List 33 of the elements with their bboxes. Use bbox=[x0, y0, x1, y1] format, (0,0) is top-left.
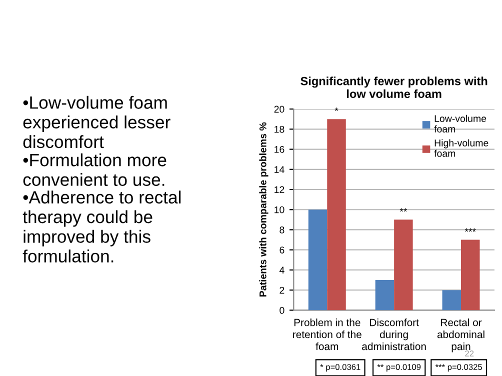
text: •Adherence to rectal therapy could be improved by this formulation. bbox=[22, 190, 181, 262]
y-tick-label: 4 bbox=[279, 266, 284, 274]
y-tick-label: 0 bbox=[280, 306, 284, 314]
text: *** p=0.0325 bbox=[435, 364, 482, 372]
bar bbox=[461, 240, 480, 310]
y-tick-label: 14 bbox=[274, 166, 284, 173]
text: 22 bbox=[465, 350, 474, 356]
y-tick-label: 16 bbox=[274, 146, 284, 153]
x-tick-label: Problem in the retention of the foam bbox=[293, 318, 362, 350]
annotation: ** bbox=[400, 208, 408, 212]
y-axis-title: Patients with comparable problems % bbox=[259, 122, 268, 296]
text: •Formulation more convenient to use. bbox=[23, 153, 166, 186]
y-tick-label: 10 bbox=[274, 206, 284, 214]
bar bbox=[375, 280, 394, 310]
bar bbox=[327, 119, 346, 310]
bar bbox=[394, 220, 413, 310]
bar bbox=[308, 210, 328, 310]
legend-label: High-volume foam bbox=[434, 139, 488, 157]
y-tick-label: 18 bbox=[274, 126, 284, 133]
bar bbox=[442, 290, 462, 310]
text: ** p=0.0109 bbox=[377, 364, 421, 372]
y-tick-label: 2 bbox=[280, 286, 284, 294]
legend-label: Low-volume foam bbox=[434, 114, 486, 132]
chart-title: Significantly fewer problems with low volume foam bbox=[300, 76, 488, 98]
annotation: *** bbox=[464, 228, 476, 232]
y-tick-label: 12 bbox=[274, 186, 284, 194]
annotation: * bbox=[334, 108, 338, 112]
text: •Low-volume foam experienced lesser discomfort bbox=[23, 96, 170, 148]
text: * p=0.0361 bbox=[320, 364, 360, 372]
y-tick-label: 8 bbox=[280, 226, 284, 234]
y-tick-label: 20 bbox=[274, 106, 284, 113]
x-tick-label: Discomfort during administration bbox=[362, 318, 426, 350]
y-tick-label: 6 bbox=[280, 246, 284, 254]
